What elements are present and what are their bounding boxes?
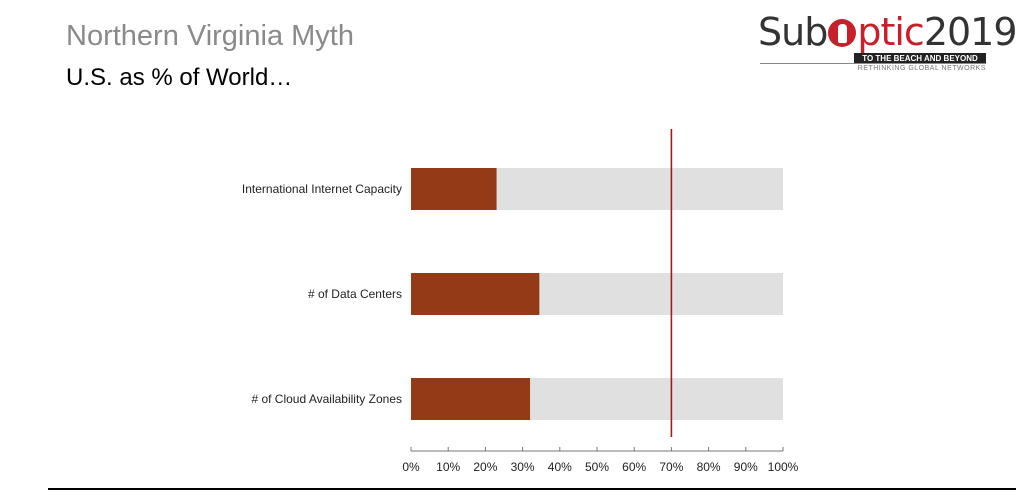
- x-tick-label: 50%: [585, 460, 609, 474]
- x-tick-label: 100%: [768, 460, 799, 474]
- logo-text-ptic: ptic: [857, 10, 924, 54]
- category-label: # of Cloud Availability Zones: [251, 392, 402, 406]
- logo-tagline: TO THE BEACH AND BEYOND: [854, 53, 986, 64]
- slide-title: Northern Virginia Myth: [66, 20, 354, 52]
- x-tick-label: 40%: [548, 460, 572, 474]
- bar: [411, 168, 497, 210]
- category-label: # of Data Centers: [308, 287, 402, 301]
- x-tick-label: 20%: [473, 460, 497, 474]
- x-tick-label: 60%: [622, 460, 646, 474]
- logo-text-sub: Sub: [758, 10, 828, 54]
- x-tick-label: 0%: [402, 460, 420, 474]
- x-tick-label: 80%: [697, 460, 721, 474]
- x-tick-label: 90%: [734, 460, 758, 474]
- x-tick-label: 10%: [436, 460, 460, 474]
- slide-subtitle: U.S. as % of World…: [66, 64, 293, 91]
- bar: [411, 378, 531, 420]
- category-label: International Internet Capacity: [242, 182, 402, 196]
- bar: [411, 273, 540, 315]
- logo-divider: [760, 63, 986, 64]
- x-tick-label: 70%: [659, 460, 683, 474]
- logo-subline: RETHINKING GLOBAL NETWORKS: [857, 65, 986, 72]
- logo-wordmark: Sub ptic2019: [758, 8, 1018, 56]
- suboptic-logo: Sub ptic2019 TO THE BEACH AND BEYOND RETH…: [758, 10, 1018, 74]
- bottom-divider: [48, 488, 1016, 490]
- globe-pin-icon: [828, 19, 857, 47]
- logo-year: 2019: [923, 10, 1018, 54]
- x-tick-label: 30%: [511, 460, 535, 474]
